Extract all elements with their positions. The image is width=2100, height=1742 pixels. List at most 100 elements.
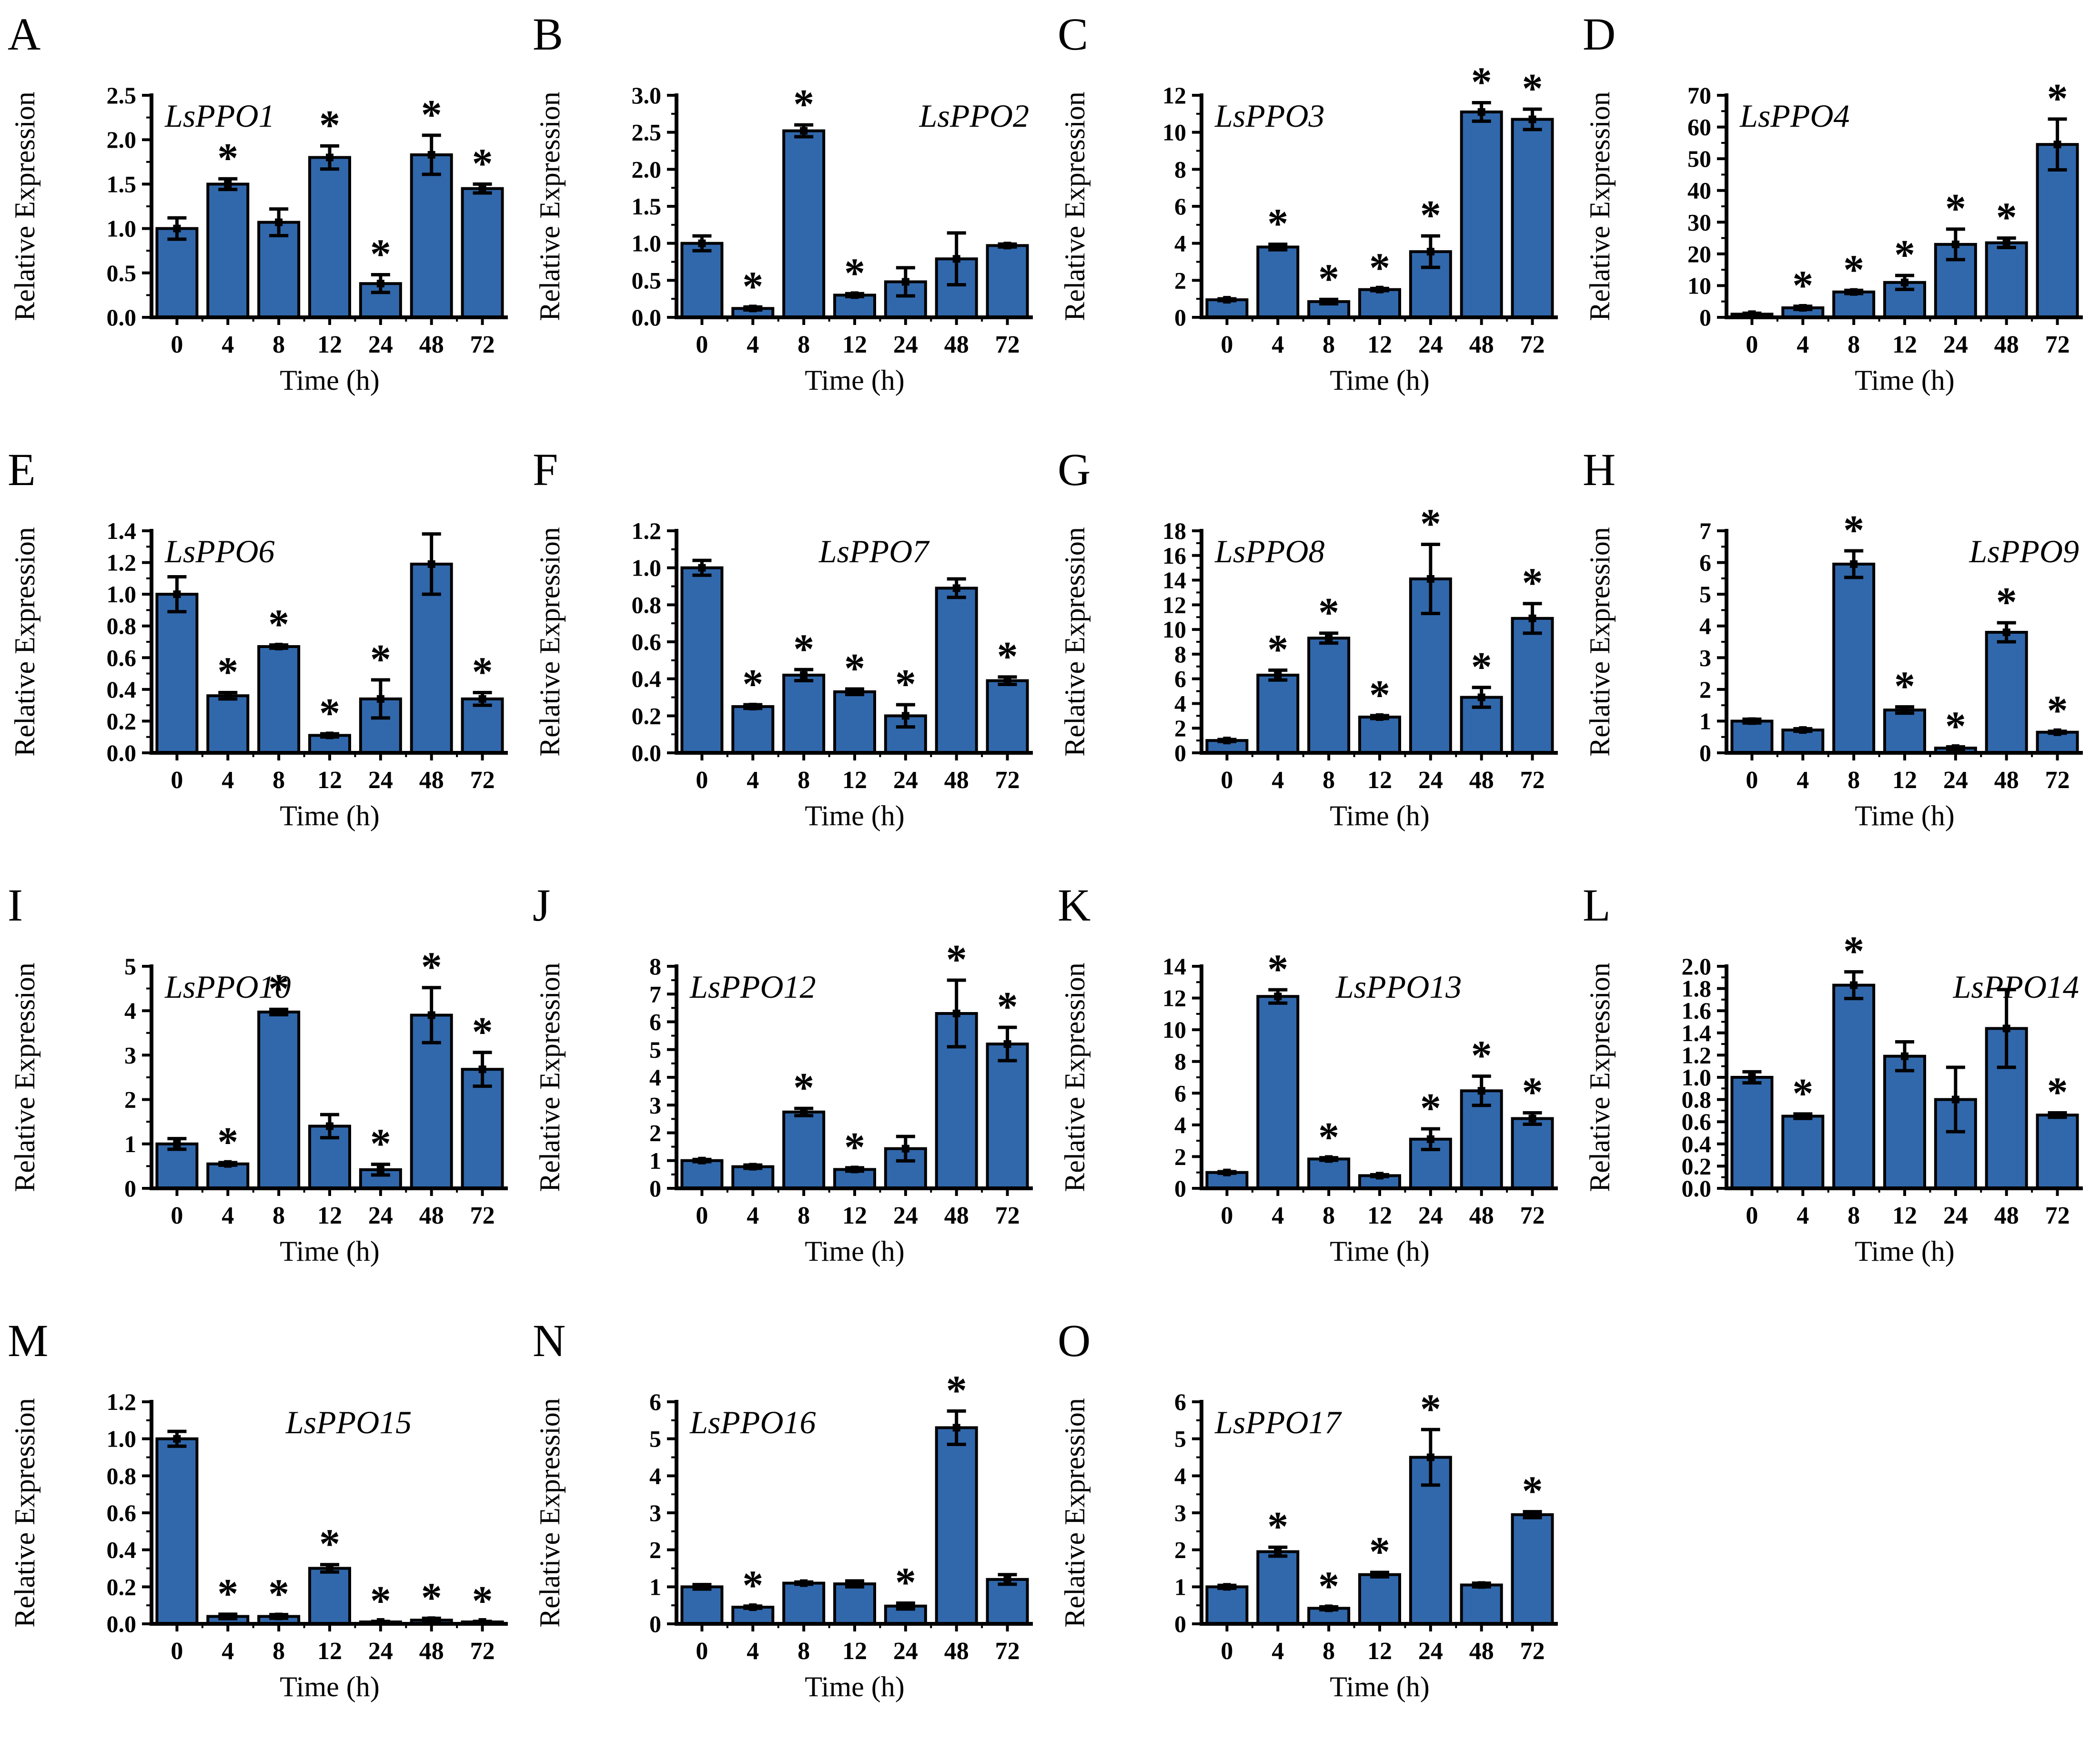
- y-axis-label: Relative Expression: [1584, 91, 1615, 321]
- panel-letter: E: [8, 444, 36, 495]
- panel-M: M 0.0 0.2 0.4 0.6 0.8 1.0 1.2 0 * 4 * 8 * 12 * 24 * 48 * 72 L…: [0, 1306, 525, 1742]
- panel-I: I 0 1 2 3 4 5 0 * 4 * 8 12 * 24 * 48 * 72 LsPPO10 Relative E…: [0, 871, 525, 1306]
- bar-48h: [935, 1426, 978, 1625]
- x-tick-label: 72: [470, 1202, 495, 1229]
- y-tick-label: 10: [1687, 272, 1711, 299]
- y-tick-label: 2: [1174, 1143, 1186, 1170]
- significance-asterisk: *: [793, 81, 814, 128]
- x-tick-label: 24: [1418, 1638, 1443, 1665]
- significance-asterisk: *: [1894, 663, 1915, 709]
- panel-title: LsPPO16: [689, 1404, 816, 1440]
- bar-8h: [782, 673, 826, 754]
- y-tick-label: 0: [1174, 739, 1186, 766]
- bar-8h: [1307, 637, 1351, 754]
- y-tick-label: 0.2: [632, 702, 662, 729]
- bar-0h: [680, 566, 724, 754]
- x-tick-label: 48: [1469, 1638, 1494, 1665]
- y-tick-label: 1.0: [1682, 1064, 1712, 1091]
- panel-E: E 0.0 0.2 0.4 0.6 0.8 1.0 1.2 1.4 0 * 4 * 8 * 12 * 24 48 * 7…: [0, 436, 525, 871]
- y-tick-label: 4: [1174, 1112, 1186, 1138]
- panel-H: H 0 1 2 3 4 5 6 7 0 4 * 8 * 12 * 24 * 48 * 72 LsPPO9 Relative …: [1575, 436, 2100, 871]
- significance-asterisk: *: [742, 661, 763, 708]
- x-axis-label: Time (h): [280, 1671, 379, 1702]
- y-tick-label: 5: [649, 1426, 661, 1452]
- x-tick-label: 4: [747, 1638, 759, 1665]
- y-tick-label: 10: [1162, 119, 1186, 146]
- significance-asterisk: *: [895, 1560, 916, 1606]
- significance-asterisk: *: [1945, 186, 1966, 232]
- y-tick-label: 1.5: [632, 193, 662, 220]
- x-tick-label: 4: [747, 767, 759, 794]
- x-tick-label: 48: [1469, 1202, 1494, 1229]
- bar-48h: [1985, 241, 2028, 319]
- panel-title: LsPPO12: [689, 969, 816, 1005]
- bar-4h: [206, 182, 250, 319]
- panel-letter: F: [533, 444, 558, 495]
- significance-asterisk: *: [1318, 1114, 1339, 1161]
- bar-8h: [257, 645, 301, 754]
- significance-asterisk: *: [268, 966, 289, 1012]
- bar-4h: [1781, 1114, 1825, 1190]
- significance-asterisk: *: [844, 250, 865, 296]
- significance-asterisk: *: [268, 1571, 289, 1618]
- bar-0h: [1730, 1076, 1774, 1190]
- x-tick-label: 12: [1892, 331, 1917, 358]
- x-tick-label: 0: [696, 331, 708, 358]
- significance-asterisk: *: [844, 1124, 865, 1171]
- x-tick-label: 72: [1520, 1202, 1545, 1229]
- y-tick-label: 4: [1174, 690, 1186, 717]
- y-tick-label: 0.8: [632, 591, 662, 618]
- x-tick-label: 0: [171, 331, 183, 358]
- y-axis-label: Relative Expression: [9, 91, 40, 321]
- y-tick-label: 10: [1162, 616, 1186, 643]
- y-tick-label: 5: [649, 1036, 661, 1063]
- x-tick-label: 0: [1746, 767, 1758, 794]
- x-tick-label: 12: [1892, 767, 1917, 794]
- y-tick-label: 1.0: [107, 1426, 137, 1452]
- bar-4h: [206, 694, 250, 755]
- x-tick-label: 24: [893, 767, 918, 794]
- x-tick-label: 24: [1943, 331, 1968, 358]
- x-tick-label: 0: [1221, 331, 1233, 358]
- x-tick-label: 72: [470, 767, 495, 794]
- y-tick-label: 12: [1162, 985, 1186, 1012]
- y-tick-label: 60: [1687, 114, 1711, 141]
- bar-4h: [1256, 995, 1300, 1190]
- y-tick-label: 1: [124, 1131, 136, 1157]
- bar-72h: [986, 679, 1029, 754]
- y-tick-label: 1.8: [1682, 975, 1712, 1002]
- y-axis-label: Relative Expression: [9, 1398, 40, 1628]
- bar-72h: [1511, 617, 1554, 754]
- panel-E-chart: E 0.0 0.2 0.4 0.6 0.8 1.0 1.2 1.4 0 * 4 * 8 * 12 * 24 48 * 7…: [8, 444, 508, 831]
- panel-letter: L: [1583, 880, 1611, 931]
- x-tick-label: 12: [842, 331, 867, 358]
- panel-B-chart: B 0.0 0.5 1.0 1.5 2.0 2.5 3.0 0 * 4 * 8 * 12 24 48 72 LsPP…: [533, 9, 1033, 396]
- bar-8h: [1307, 1157, 1351, 1190]
- bar-0h: [1205, 1585, 1249, 1625]
- significance-asterisk: *: [844, 646, 865, 692]
- panel-J: J 0 1 2 3 4 5 6 7 8 0 4 * 8 * 12 24 * 48 * 72 LsPPO12 Relative…: [525, 871, 1050, 1306]
- x-tick-label: 48: [1994, 331, 2019, 358]
- panel-title: LsPPO4: [1739, 98, 1849, 134]
- significance-asterisk: *: [1420, 501, 1441, 547]
- y-tick-label: 0: [649, 1610, 661, 1637]
- x-tick-label: 4: [1797, 331, 1809, 358]
- x-tick-label: 72: [995, 1638, 1020, 1665]
- x-tick-label: 72: [1520, 331, 1545, 358]
- y-tick-label: 2: [649, 1120, 661, 1146]
- significance-asterisk: *: [319, 102, 340, 149]
- x-tick-label: 8: [1848, 1202, 1860, 1229]
- significance-asterisk: *: [421, 944, 442, 991]
- y-tick-label: 1: [1174, 1573, 1186, 1600]
- significance-asterisk: *: [1318, 590, 1339, 636]
- panel-title: LsPPO3: [1214, 98, 1324, 134]
- x-tick-label: 0: [1746, 331, 1758, 358]
- y-tick-label: 1.2: [1682, 1042, 1712, 1068]
- y-tick-label: 6: [1174, 1080, 1186, 1106]
- x-tick-label: 48: [944, 767, 969, 794]
- y-tick-label: 0.8: [107, 1462, 137, 1489]
- x-tick-label: 72: [2045, 331, 2070, 358]
- y-tick-label: 0.4: [107, 1537, 137, 1563]
- y-axis-label: Relative Expression: [1584, 527, 1615, 757]
